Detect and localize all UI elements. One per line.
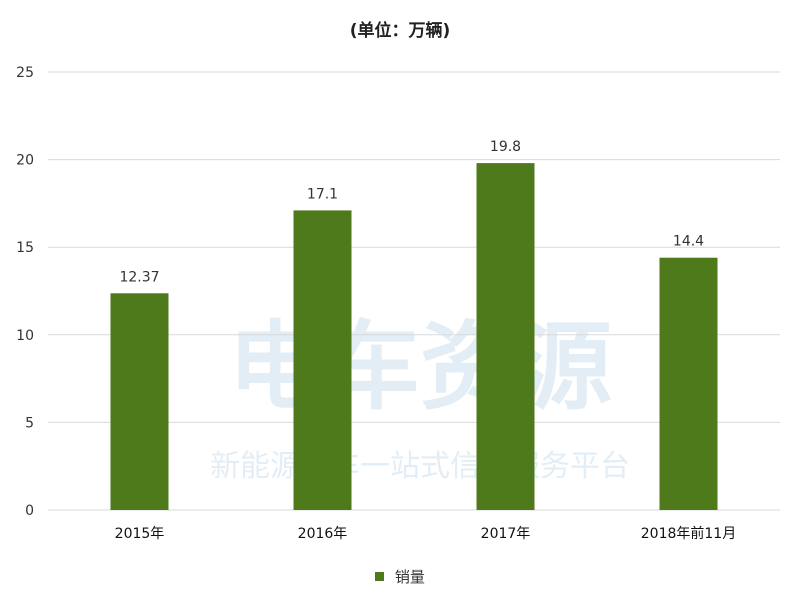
x-axis-categories: 2015年 2016年 2017年 2018年前11月 bbox=[115, 525, 737, 542]
y-tick-label: 5 bbox=[25, 415, 34, 431]
y-tick-label: 10 bbox=[16, 328, 34, 344]
watermark: 电车资源 新能源汽车一站式信息服务平台 bbox=[210, 311, 630, 484]
bar bbox=[476, 163, 535, 510]
chart-title: (单位：万辆) bbox=[349, 21, 451, 41]
y-tick-label: 15 bbox=[16, 240, 34, 256]
y-axis-ticks: 0 5 10 15 20 25 bbox=[16, 65, 34, 519]
legend-label: 销量 bbox=[394, 568, 425, 586]
data-label: 17.1 bbox=[307, 186, 338, 202]
bars bbox=[110, 163, 718, 510]
svg-text:电车资源: 电车资源 bbox=[228, 311, 612, 423]
bar bbox=[659, 257, 718, 510]
y-tick-label: 0 bbox=[25, 503, 34, 519]
x-tick-label: 2016年 bbox=[298, 526, 348, 542]
y-tick-label: 20 bbox=[16, 153, 34, 169]
x-tick-label: 2015年 bbox=[115, 526, 165, 542]
data-labels: 12.37 17.1 19.8 14.4 bbox=[119, 139, 704, 285]
bar bbox=[110, 293, 169, 510]
x-tick-label: 2018年前11月 bbox=[641, 525, 736, 542]
legend-swatch bbox=[375, 572, 385, 581]
svg-text:新能源汽车一站式信息服务平台: 新能源汽车一站式信息服务平台 bbox=[210, 449, 630, 484]
gridlines bbox=[48, 71, 780, 511]
data-label: 12.37 bbox=[119, 269, 159, 285]
data-label: 14.4 bbox=[673, 234, 704, 250]
x-tick-label: 2017年 bbox=[481, 526, 531, 542]
data-label: 19.8 bbox=[490, 139, 521, 155]
legend: 销量 bbox=[0, 566, 800, 587]
y-tick-label: 25 bbox=[16, 65, 34, 81]
bar bbox=[293, 210, 352, 510]
